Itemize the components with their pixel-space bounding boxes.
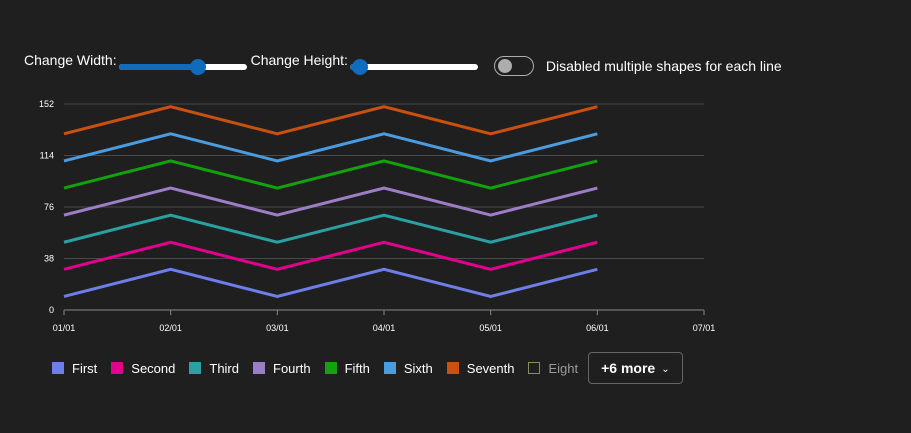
legend-label: Fourth xyxy=(273,360,311,376)
legend-item-first[interactable]: First xyxy=(52,361,97,376)
height-slider-thumb[interactable] xyxy=(352,59,369,75)
height-slider[interactable] xyxy=(349,56,478,76)
y-tick-label: 76 xyxy=(44,202,54,212)
line-chart: 152 114 76 38 0 01/01 02/01 03/01 04/01 05/01 06/0… xyxy=(39,99,716,333)
legend-more-label: +6 more xyxy=(601,360,656,376)
y-tick-label: 114 xyxy=(40,151,54,161)
shapes-toggle[interactable] xyxy=(493,56,534,76)
legend-more-button[interactable]: +6 more ⌄ xyxy=(588,352,683,384)
width-slider[interactable] xyxy=(118,56,247,76)
y-tick-label: 152 xyxy=(39,99,54,109)
height-slider-track[interactable] xyxy=(349,64,478,70)
legend-swatch xyxy=(324,362,337,374)
legend-item-third[interactable]: Third xyxy=(189,361,239,376)
series-line-fourth xyxy=(63,186,598,217)
legend-swatch xyxy=(383,362,396,374)
toggle-label: Disabled multiple shapes for each line xyxy=(545,58,782,74)
series-line-sixth xyxy=(63,132,598,163)
legend: First Second Third Fourth Fifth Sixth Seventh E… xyxy=(52,352,683,384)
legend-swatch xyxy=(111,362,124,374)
series-line-first xyxy=(63,267,598,298)
x-tick-label: 06/01 xyxy=(586,323,609,333)
controls-bar: Change Width: Change Height: Disabled mu… xyxy=(24,48,782,84)
legend-item-second[interactable]: Second xyxy=(111,361,175,376)
legend-swatch xyxy=(253,362,265,374)
legend-label: Eight xyxy=(548,360,579,376)
height-label: Change Height: xyxy=(250,52,348,68)
legend-swatch xyxy=(52,362,64,374)
legend-item-fifth[interactable]: Fifth xyxy=(324,360,370,376)
series-line-second xyxy=(63,240,598,271)
y-tick-label: 0 xyxy=(49,305,54,315)
legend-label: Seventh xyxy=(466,360,515,376)
legend-swatch xyxy=(189,362,202,374)
legend-item-sixth[interactable]: Sixth xyxy=(383,360,433,376)
series-line-fifth xyxy=(63,159,598,190)
legend-swatch xyxy=(446,362,459,374)
series-line-third xyxy=(63,213,598,244)
x-tick-label: 07/01 xyxy=(693,323,716,333)
width-slider-fill xyxy=(118,64,198,70)
toggle-knob xyxy=(497,59,512,73)
legend-label: First xyxy=(72,360,98,376)
legend-item-fourth[interactable]: Fourth xyxy=(253,361,311,376)
y-tick-label: 38 xyxy=(44,254,54,264)
legend-label: Third xyxy=(209,360,239,376)
legend-item-eight[interactable]: Eight xyxy=(528,361,578,376)
legend-label: Second xyxy=(131,360,176,376)
width-label: Change Width: xyxy=(24,52,117,68)
x-tick-label: 04/01 xyxy=(373,323,396,333)
chevron-down-icon: ⌄ xyxy=(661,363,670,375)
legend-label: Sixth xyxy=(403,360,433,376)
series-line-seventh xyxy=(63,105,598,136)
legend-item-seventh[interactable]: Seventh xyxy=(446,360,515,376)
x-tick-label: 03/01 xyxy=(266,323,289,333)
legend-label: Fifth xyxy=(344,360,370,376)
x-tick-label: 02/01 xyxy=(159,323,182,333)
x-tick-label: 05/01 xyxy=(479,323,502,333)
x-tick-label: 01/01 xyxy=(53,323,76,333)
legend-swatch xyxy=(528,362,541,374)
width-slider-thumb[interactable] xyxy=(189,59,206,75)
